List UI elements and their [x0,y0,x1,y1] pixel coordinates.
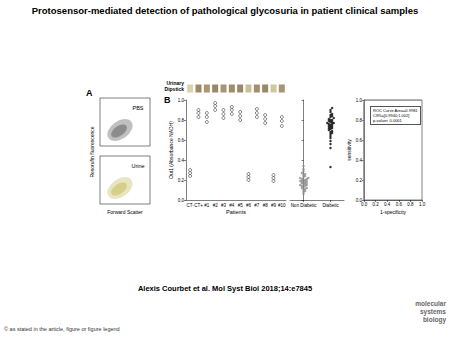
html-text:Dipstick: Dipstick [164,86,184,92]
svg-text:0.4: 0.4 [384,202,391,207]
html-text:A: A [86,88,93,98]
svg-text:Patients: Patients [226,209,246,215]
html-text:molecular: molecular [415,300,446,307]
svg-text:0.2: 0.2 [372,202,379,207]
svg-text:0.0: 0.0 [178,198,185,203]
svg-text:CT+: CT+ [194,203,203,208]
svg-text:Urine: Urine [131,163,144,169]
svg-text:0.2: 0.2 [178,178,185,183]
svg-text:Diabetic: Diabetic [322,203,339,208]
svg-text:sensitivity: sensitivity [346,139,352,161]
svg-text:CT-: CT- [187,203,195,208]
html-text:CI95=[0.9940;1.002]: CI95=[0.9940;1.002] [373,113,410,118]
html-text:B: B [164,95,171,105]
svg-text:1.0: 1.0 [356,98,363,103]
svg-text:Forward Scatter: Forward Scatter [107,209,143,215]
svg-text:1.0: 1.0 [419,202,426,207]
svg-text:0.8: 0.8 [356,118,363,123]
svg-text:PBS: PBS [132,105,143,111]
svg-text:#2: #2 [213,203,219,208]
svg-text:0.8: 0.8 [178,118,185,123]
svg-text:#4: #4 [229,203,235,208]
svg-text:#1: #1 [204,203,210,208]
svg-text:0.8: 0.8 [407,202,414,207]
svg-text:1.0: 1.0 [178,98,185,103]
svg-text:#6: #6 [246,203,252,208]
svg-text:0.2: 0.2 [356,178,363,183]
html-text:ROC Curve Area=0.9981: ROC Curve Area=0.9981 [373,108,418,113]
svg-text:0.4: 0.4 [178,158,185,163]
svg-text:#5: #5 [238,203,244,208]
svg-text:0.0: 0.0 [361,202,368,207]
svg-text:0.4: 0.4 [356,158,363,163]
svg-text:#7: #7 [254,203,260,208]
svg-text:#8: #8 [263,203,269,208]
svg-text:0.6: 0.6 [178,138,185,143]
html-text:p-value< 0.0001: p-value< 0.0001 [373,118,402,123]
html-text:Urinary: Urinary [166,80,184,86]
svg-text:Non Diabetic: Non Diabetic [291,203,318,208]
svg-text:Out1 (Absorbance NADH): Out1 (Absorbance NADH) [168,121,174,179]
svg-text:#9: #9 [271,203,277,208]
svg-text:#10: #10 [278,203,286,208]
html-text:Protosensor-mediated detection: Protosensor-mediated detection of pathol… [31,5,419,16]
svg-text:0.6: 0.6 [396,202,403,207]
svg-text:#3: #3 [221,203,227,208]
html-text:systems: systems [420,308,446,315]
svg-text:Resorufin fluorescence: Resorufin fluorescence [89,126,95,177]
html-text:Alexis Courbet et al. Mol Syst: Alexis Courbet et al. Mol Syst Biol 2018… [137,284,313,293]
svg-text:1-specificity: 1-specificity [380,209,407,215]
html-text:biology: biology [422,316,446,323]
svg-text:0.0: 0.0 [355,197,362,203]
html-text:© as stated in the article, fi: © as stated in the article, figure or fi… [4,326,120,332]
svg-text:0.6: 0.6 [356,138,363,143]
